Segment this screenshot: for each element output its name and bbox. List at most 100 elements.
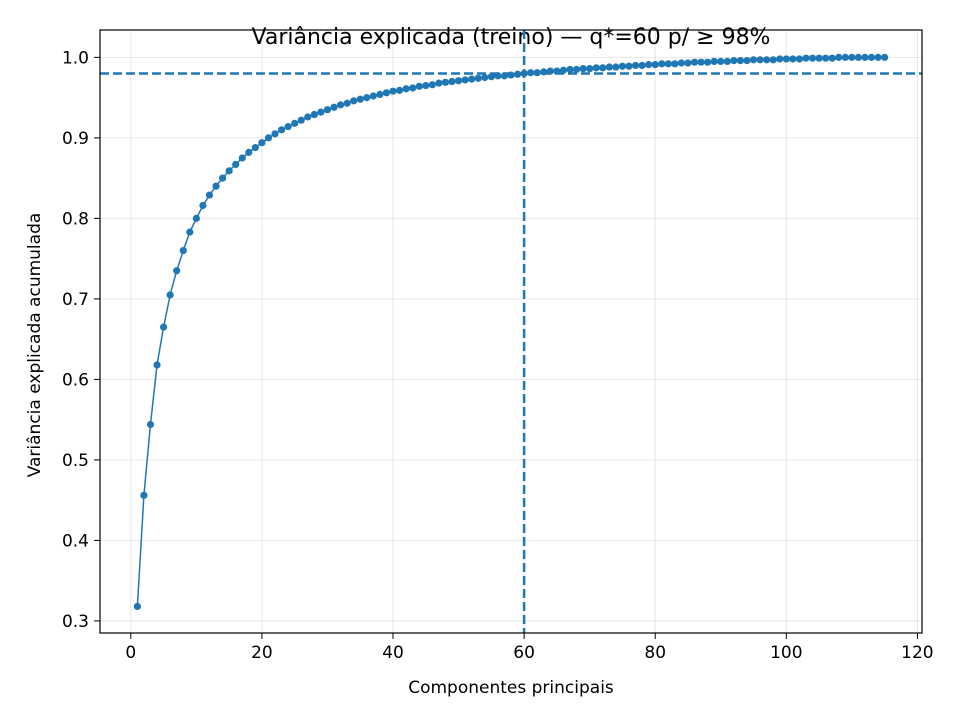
data-point [448,77,456,86]
data-point [317,108,325,116]
data-point [645,61,653,69]
data-point [441,78,450,86]
data-point [409,84,417,92]
data-point [605,63,613,71]
data-point [828,54,836,62]
x-axis: 0 20 40 60 80 100 120 [125,633,934,663]
data-point [159,323,168,331]
y-axis-label: Variância explicada acumulada [25,213,45,478]
x-tick-label: 40 [382,643,404,663]
data-point [245,148,253,156]
data-point [822,54,830,62]
data-point [651,61,659,69]
data-point [500,72,509,80]
data-point [232,160,240,169]
data-point [789,55,797,63]
data-point [350,97,358,105]
data-point [186,228,194,236]
data-point [389,87,397,95]
data-point [553,67,561,75]
data-point [520,69,528,78]
grid [100,30,922,633]
data-point [258,139,266,147]
data-point [612,63,620,71]
data-point [664,60,672,68]
data-point [454,77,463,85]
data-point [730,56,738,65]
data-point [356,95,364,103]
data-point [284,123,292,131]
data-point [592,64,600,72]
data-point [218,174,227,182]
y-tick-label: 0.4 [62,531,89,551]
data-point [363,94,371,102]
data-point [166,291,174,299]
data-point [428,81,436,89]
data-point [723,57,731,65]
data-point [769,56,777,64]
data-point [133,602,141,611]
data-point [815,54,823,62]
data-point [625,62,633,70]
data-point [513,70,522,78]
data-point [867,53,876,61]
data-point [481,73,489,82]
data-point [690,58,699,66]
data-point [579,65,587,73]
data-point [802,54,810,62]
data-point [238,154,246,162]
data-point [494,72,502,80]
data-point [586,65,594,73]
data-point [369,92,377,100]
data-point [540,68,548,76]
x-tick-label: 100 [770,643,802,663]
data-point [461,76,469,84]
data-point [874,53,882,61]
data-point [776,55,784,63]
data-point [848,53,856,61]
data-point [533,69,541,77]
y-tick-label: 0.7 [62,290,89,310]
chart-title: Variância explicada (treino) — q*=60 p/ … [252,25,771,50]
data-point [795,55,804,63]
data-point [618,62,627,70]
x-tick-label: 0 [125,643,136,663]
data-point [291,119,299,127]
y-tick-label: 0.8 [62,209,89,229]
data-point [527,69,535,77]
data-point [402,85,410,93]
x-tick-label: 80 [644,643,666,663]
data-point [572,65,581,74]
data-point [599,64,607,72]
data-point [310,110,318,119]
data-point [631,61,640,70]
data-point [841,53,849,61]
data-point [861,53,869,61]
data-point [763,56,771,64]
data-point [140,491,148,499]
data-point [225,167,233,175]
y-axis: 0.3 0.4 0.5 0.6 0.7 0.8 0.9 1.0 [62,48,100,632]
data-point [546,67,554,75]
data-point [205,191,214,199]
data-point [212,182,220,190]
data-point [251,143,259,152]
data-point [435,79,443,87]
data-point [330,103,338,111]
data-point [146,420,155,429]
data-point [395,86,404,94]
data-point [881,53,889,61]
data-point [507,71,515,79]
data-point [684,59,692,67]
data-point [264,134,273,142]
data-point [199,201,207,210]
data-point [153,361,161,369]
data-point [487,73,495,81]
data-point [704,58,712,66]
data-point [179,246,187,255]
data-point [697,58,705,66]
data-point [192,214,200,222]
x-tick-label: 60 [513,643,535,663]
